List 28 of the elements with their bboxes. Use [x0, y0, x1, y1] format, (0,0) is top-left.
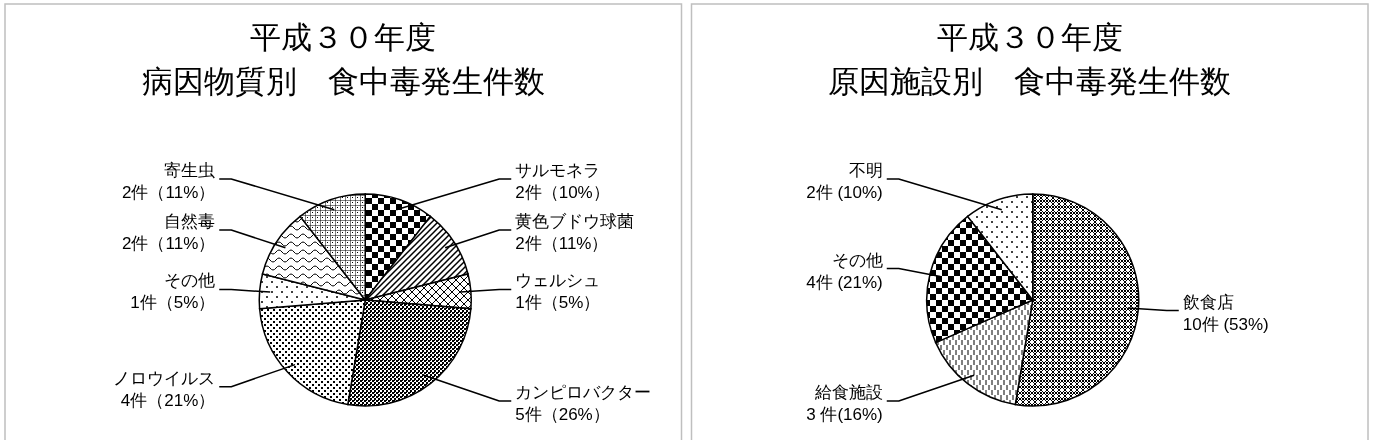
- slice-label: 自然毒: [164, 211, 216, 231]
- data-label: 10件 (53%): [1182, 314, 1269, 334]
- slice-label: サルモネラ: [515, 160, 601, 180]
- slice-label: 不明: [848, 160, 883, 180]
- slice-label: 給食施設: [813, 383, 883, 403]
- slice-label: 黄色ブドウ球菌: [515, 211, 635, 231]
- slice-label: 寄生虫: [164, 160, 216, 180]
- slice-label: その他: [164, 271, 216, 291]
- chart-title: 平成３０年度: [250, 20, 437, 55]
- chart-title: 平成３０年度: [936, 20, 1123, 55]
- data-label: 2件 (10%): [806, 182, 883, 202]
- data-label: 2件（11%）: [122, 182, 216, 202]
- data-label: 4件 (21%): [806, 272, 883, 292]
- data-label: 3 件(16%): [806, 405, 883, 425]
- data-label: 2件（11%）: [515, 233, 609, 253]
- slice-label: その他: [831, 250, 883, 270]
- slice-label: カンピロバクター: [515, 383, 652, 403]
- chart-subtitle: 病因物質別 食中毒発生件数: [141, 64, 545, 99]
- data-label: 2件（11%）: [122, 233, 216, 253]
- data-label: 1件（5%）: [130, 293, 216, 313]
- slice-label: 飲食店: [1182, 292, 1234, 312]
- data-label: 1件（5%）: [515, 293, 601, 313]
- data-label: 2件（10%）: [515, 182, 610, 202]
- slice-label: ノロウイルス: [113, 368, 216, 388]
- data-label: 5件（26%）: [515, 405, 610, 425]
- data-label: 4件（21%）: [120, 390, 216, 410]
- chart-subtitle: 原因施設別 食中毒発生件数: [828, 64, 1232, 99]
- slice-label: ウェルシュ: [515, 271, 601, 291]
